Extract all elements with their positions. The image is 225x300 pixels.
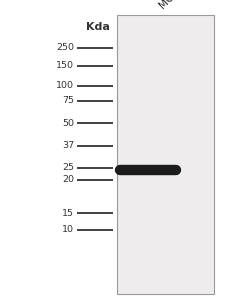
Text: 37: 37 [62,141,74,150]
Text: 15: 15 [62,208,74,217]
Text: 10: 10 [62,225,74,234]
Text: 150: 150 [56,61,74,70]
Bar [117,15,214,294]
Text: MCF-7: MCF-7 [157,0,187,11]
Text: Kda: Kda [86,22,110,32]
Text: 20: 20 [62,176,74,184]
Text: 25: 25 [62,164,74,172]
Text: 75: 75 [62,96,74,105]
Text: 50: 50 [62,118,74,127]
Text: 100: 100 [56,81,74,90]
Text: 250: 250 [56,44,74,52]
